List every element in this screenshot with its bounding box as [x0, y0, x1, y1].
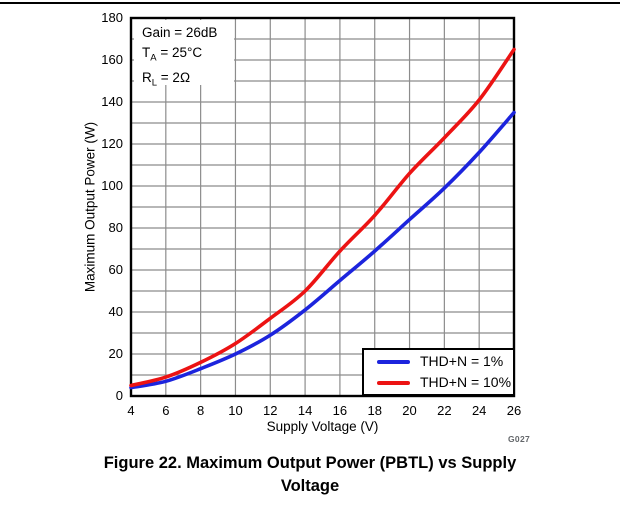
x-tick-label: 8: [197, 403, 205, 418]
annotation-load: RL = 2Ω: [142, 69, 191, 89]
series-curve-1: [129, 47, 516, 388]
y-tick-label: 180: [101, 10, 123, 25]
y-tick-label: 20: [108, 346, 123, 361]
thdn-1-line-swatch: [377, 359, 410, 364]
page-rule-divider: [0, 2, 620, 4]
x-tick-label: 6: [162, 403, 170, 418]
annotation-gain: Gain = 26dB: [142, 25, 218, 40]
x-tick-label: 4: [127, 403, 135, 418]
conditions-annotation: Gain = 26dB TA = 25°C RL = 2Ω: [134, 20, 234, 88]
figure-caption-line1: Figure 22. Maximum Output Power (PBTL) v…: [103, 454, 517, 472]
x-tick-label: 16: [332, 403, 348, 418]
x-tick-label: 24: [471, 403, 487, 418]
x-tick-label: 14: [297, 403, 313, 418]
y-tick-label: 160: [101, 52, 123, 67]
y-tick-label: 40: [108, 304, 123, 319]
y-tick-label: 140: [101, 94, 123, 109]
figure-caption: Figure 22. Maximum Output Power (PBTL) v…: [0, 452, 620, 498]
y-tick-label: 80: [108, 220, 123, 235]
figure-caption-line2: Voltage: [280, 477, 340, 495]
annotation-temperature: TA = 25°C: [142, 44, 203, 64]
legend-entry-thdn-10: THD+N = 10%: [377, 375, 513, 390]
x-tick-label: 26: [506, 403, 522, 418]
x-tick-label: 10: [228, 403, 243, 418]
y-tick-label: 60: [108, 262, 123, 277]
y-tick-label: 100: [101, 178, 123, 193]
legend-label: THD+N = 10%: [420, 374, 512, 390]
plot-code: G027: [508, 434, 530, 444]
x-axis-title: Supply Voltage (V): [266, 419, 379, 434]
legend-entry-thdn-1: THD+N = 1%: [377, 354, 513, 369]
x-tick-label: 12: [263, 403, 278, 418]
legend-label: THD+N = 1%: [420, 353, 504, 369]
series-curve-0: [129, 110, 516, 390]
x-tick-label: 18: [367, 403, 382, 418]
y-tick-label: 120: [101, 136, 123, 151]
thdn-10-line-swatch: [377, 380, 410, 385]
plot-frame: [129, 16, 516, 398]
y-tick-label: 0: [115, 388, 123, 403]
chart-legend: THD+N = 1% THD+N = 10%: [362, 348, 515, 396]
x-tick-label: 22: [437, 403, 452, 418]
x-tick-label: 20: [402, 403, 417, 418]
